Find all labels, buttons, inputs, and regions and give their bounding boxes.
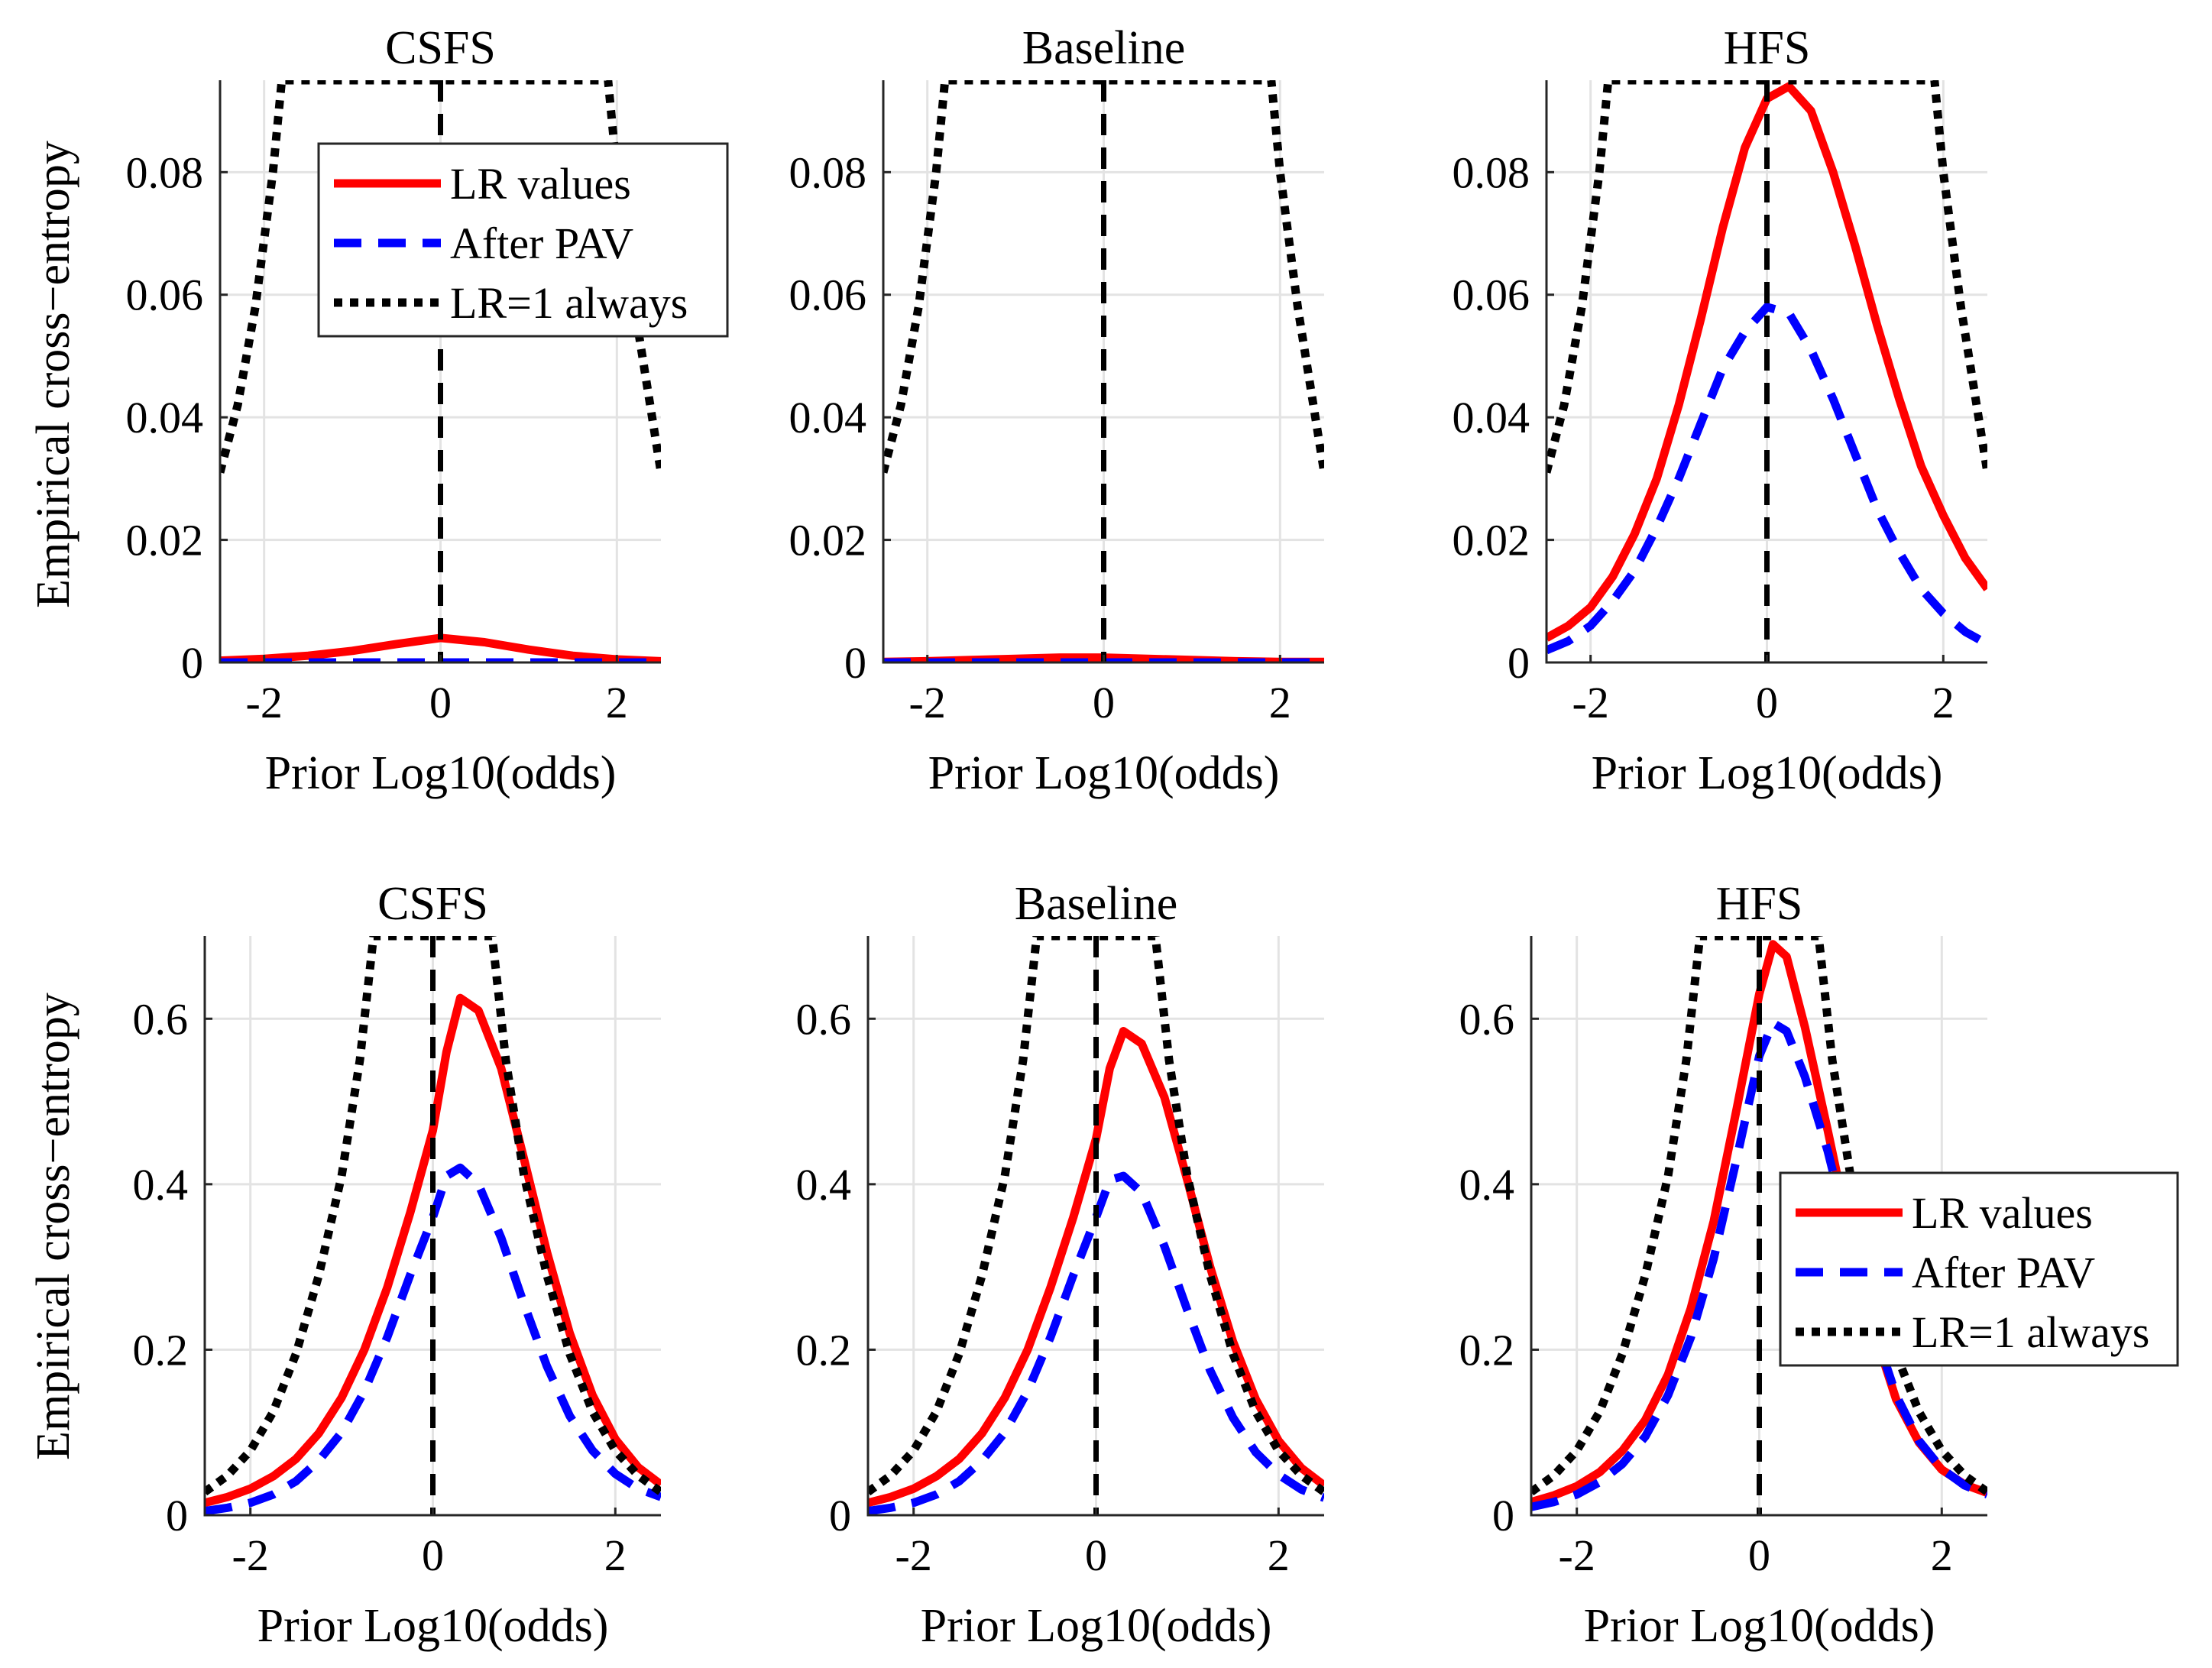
- series-group: [1531, 936, 1987, 1511]
- y-axis-label-top: Empirical cross−entropy: [28, 141, 79, 608]
- series-line-after-pav: [1546, 303, 1987, 655]
- y-tick-label: 0: [1508, 638, 1530, 688]
- x-tick-label: 0: [1748, 1530, 1770, 1580]
- series-line-after-pav: [205, 1163, 661, 1515]
- y-tick-label: 0: [829, 1491, 851, 1540]
- x-axis-label: Prior Log10(odds): [928, 747, 1280, 799]
- y-tick-label: 0.08: [789, 147, 867, 197]
- series-line-after-pav: [868, 1171, 1324, 1515]
- subplot-title: Baseline: [1022, 22, 1186, 74]
- x-axis-label: Prior Log10(odds): [1584, 1600, 1935, 1652]
- subplot-title: HFS: [1716, 878, 1803, 930]
- y-tick-label: 0.04: [126, 393, 204, 442]
- x-tick-label: 2: [1931, 1530, 1953, 1580]
- x-tick-label: -2: [246, 678, 283, 727]
- series-line-lr-values: [205, 993, 661, 1508]
- subplot-bottom-hfs: -2 0 2 0 0.2 0.4 0.6 HFS Prior Log10(odds): [1459, 878, 1987, 1652]
- subplots: -2 0 2 0 0.02 0.04 0.06 0.08 CSFS Prior Log10(odd…: [126, 22, 2179, 1652]
- series-group: [205, 936, 661, 1515]
- x-tick-label: -2: [895, 1530, 932, 1580]
- y-tick-label: 0: [844, 638, 866, 688]
- y-tick-label: 0.08: [126, 147, 204, 197]
- x-tick-label: -2: [232, 1530, 269, 1580]
- legend: LR values After PAV LR=1 always: [1779, 1171, 2179, 1367]
- series-group: [868, 936, 1324, 1515]
- series-line-after-pav: [1531, 1019, 1987, 1511]
- x-tick-label: 2: [604, 1530, 627, 1580]
- subplot-top-baseline: -2 0 2 0 0.02 0.04 0.06 0.08 Baseline Prior Log10…: [789, 22, 1324, 799]
- x-tick-label: 2: [606, 678, 628, 727]
- y-tick-label: 0.02: [126, 516, 204, 565]
- legend-entry-label: After PAV: [1912, 1248, 2095, 1297]
- series-line-lr-1-always: [1531, 936, 1987, 1496]
- subplot-title: CSFS: [385, 22, 496, 74]
- x-tick-label: 0: [1093, 678, 1115, 727]
- series-line-lr-1-always: [883, 80, 1324, 474]
- y-tick-label: 0.4: [133, 1160, 189, 1210]
- y-tick-label: 0: [1492, 1491, 1514, 1540]
- x-tick-label: -2: [1559, 1530, 1595, 1580]
- x-tick-label: -2: [1572, 678, 1609, 727]
- y-tick-label: 0.06: [789, 270, 867, 320]
- y-tick-label: 0.06: [1453, 270, 1530, 320]
- subplot-title: HFS: [1724, 22, 1811, 74]
- subplot-title: Baseline: [1015, 878, 1178, 930]
- x-axis-label: Prior Log10(odds): [265, 747, 617, 799]
- subplot-bottom-csfs: -2 0 2 0 0.2 0.4 0.6 CSFS Prior Log10(odds): [133, 878, 661, 1652]
- y-tick-label: 0.6: [1459, 994, 1515, 1044]
- series-line-lr-values: [868, 1027, 1324, 1508]
- y-tick-label: 0.02: [789, 516, 867, 565]
- y-tick-label: 0.06: [126, 270, 204, 320]
- y-tick-label: 0.4: [796, 1160, 852, 1210]
- x-tick-label: -2: [909, 678, 946, 727]
- x-tick-label: 2: [1932, 678, 1955, 727]
- subplot-top-csfs: -2 0 2 0 0.02 0.04 0.06 0.08 CSFS Prior Log10(odd…: [126, 22, 661, 799]
- legend-entry-label: LR values: [450, 159, 631, 209]
- x-tick-label: 2: [1269, 678, 1291, 727]
- y-tick-label: 0.2: [1459, 1325, 1515, 1375]
- series-line-lr-1-always: [868, 936, 1324, 1496]
- y-tick-label: 0.08: [1453, 147, 1530, 197]
- subplot-bottom-baseline: -2 0 2 0 0.2 0.4 0.6 Baseline Prior Log10(odds): [796, 878, 1324, 1652]
- x-axis-label: Prior Log10(odds): [257, 1600, 609, 1652]
- y-tick-label: 0.6: [133, 994, 189, 1044]
- y-tick-label: 0.02: [1453, 516, 1530, 565]
- y-tick-label: 0: [166, 1491, 188, 1540]
- y-tick-label: 0.04: [1453, 393, 1530, 442]
- y-tick-label: 0.4: [1459, 1160, 1515, 1210]
- x-axis-label: Prior Log10(odds): [921, 1600, 1272, 1652]
- subplot-title: CSFS: [377, 878, 488, 930]
- x-tick-label: 2: [1268, 1530, 1290, 1580]
- y-axis-label-bottom: Empirical cross−entropy: [28, 993, 79, 1460]
- y-tick-label: 0.2: [796, 1325, 852, 1375]
- y-tick-label: 0: [181, 638, 203, 688]
- y-tick-label: 0.6: [796, 994, 852, 1044]
- legend-entry-label: After PAV: [450, 219, 633, 268]
- series-line-lr-1-always: [205, 936, 661, 1496]
- legend-entry-label: LR=1 always: [450, 278, 688, 328]
- legend-entry-label: LR=1 always: [1912, 1307, 2149, 1357]
- series-line-lr-1-always: [1546, 80, 1987, 474]
- x-tick-label: 0: [422, 1530, 444, 1580]
- x-tick-label: 0: [429, 678, 452, 727]
- y-tick-label: 0.2: [133, 1325, 189, 1375]
- x-tick-label: 0: [1085, 1530, 1107, 1580]
- x-axis-label: Prior Log10(odds): [1592, 747, 1943, 799]
- subplot-top-hfs: -2 0 2 0 0.02 0.04 0.06 0.08 HFS Prior Log10(odds…: [1453, 22, 1987, 799]
- y-tick-label: 0.04: [789, 393, 867, 442]
- legend: LR values After PAV LR=1 always: [317, 142, 729, 338]
- x-tick-label: 0: [1756, 678, 1778, 727]
- legend-entry-label: LR values: [1912, 1188, 2093, 1238]
